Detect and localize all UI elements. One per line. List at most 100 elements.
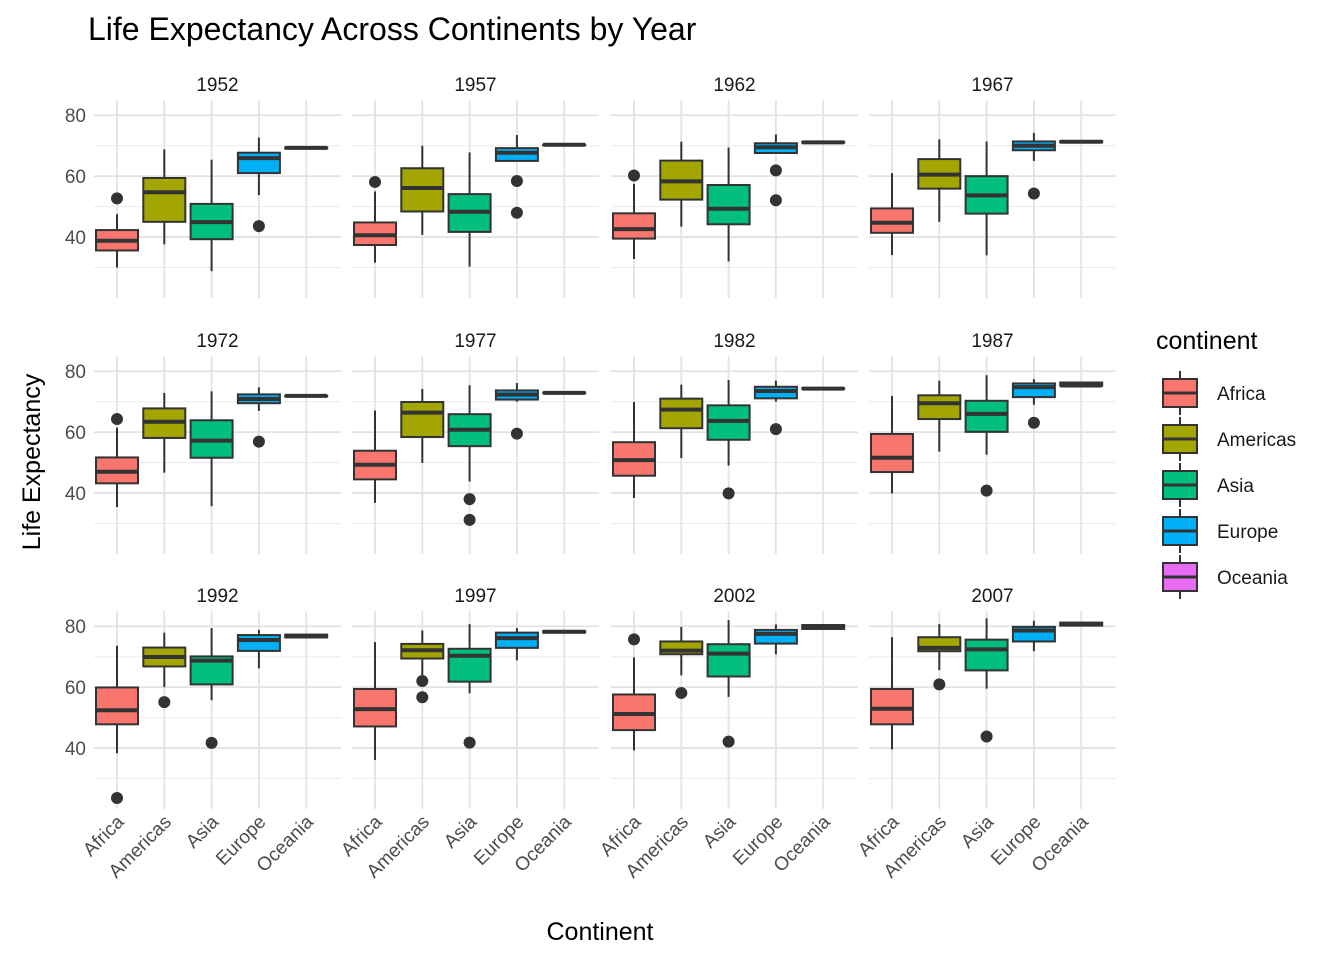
box-africa [612,401,656,498]
box-iqr [870,207,914,234]
legend-label: Europe [1217,522,1278,543]
legend: continent Africa Americas Asia Europe Oceani… [1156,327,1296,599]
y-tick-label: 80 [65,106,86,127]
box-iqr [706,643,751,678]
y-tick-label: 40 [65,228,86,249]
box-europe [753,380,798,436]
outlier-point [463,513,476,526]
box-iqr [494,631,539,649]
box-americas [400,630,445,704]
y-tick-label: 80 [65,362,86,383]
box-africa [612,633,656,751]
box-europe [753,624,798,655]
facet-panel-1972: 1972 [94,331,341,554]
legend-label: Americas [1217,430,1296,451]
legend-item-africa: Africa [1162,371,1266,415]
box-iqr [964,399,1009,433]
facet-panel-2002: 2002 [611,586,858,809]
box-americas [659,141,704,227]
outlier-point [111,413,123,426]
box-americas [142,149,187,245]
box-europe [1011,132,1056,200]
box-europe [494,628,539,661]
y-axis-title: Life Expectancy [18,373,46,550]
facet-panel-1977: 1977 [352,331,599,554]
box-asia [964,618,1009,743]
strip-label: 2002 [713,586,755,607]
y-tick-label: 80 [65,617,86,638]
outlier-point [980,484,993,497]
box-oceania [801,624,846,630]
outlier-point [933,678,946,691]
legend-item-europe: Europe [1162,509,1278,553]
box-europe [753,134,798,207]
box-americas [917,380,962,452]
box-africa [353,410,397,503]
box-africa [95,192,139,268]
box-iqr [236,151,281,175]
outlier-point [252,435,265,448]
facet-panel-1992: 1992 [94,586,341,809]
box-americas [917,139,962,222]
outlier-point [111,792,123,805]
legend-label: Oceania [1217,568,1288,589]
box-iqr [447,647,492,683]
y-tick-label: 40 [65,739,86,760]
box-iqr [400,400,445,439]
outlier-point [463,736,476,749]
box-asia [964,375,1009,497]
outlier-point [158,696,171,709]
box-africa [612,169,656,260]
box-americas [659,626,704,699]
outlier-point [252,220,265,233]
outlier-point [628,169,640,182]
box-americas [400,388,445,463]
outlier-point [510,427,523,440]
box-asia [964,141,1009,256]
box-oceania [801,140,846,145]
box-europe [236,387,281,448]
box-iqr [917,394,962,421]
box-oceania [542,629,587,634]
outlier-point [769,164,782,177]
outlier-point [1027,416,1040,429]
outlier-point [769,423,782,436]
box-iqr [142,176,187,223]
strip-label: 1997 [454,586,496,607]
box-asia [189,159,234,272]
strip-label: 1987 [971,331,1013,352]
facet-panel-1982: 1982 [611,331,858,554]
outlier-point [675,686,688,699]
facet-panel-1987: 1987 [869,331,1116,554]
outlier-point [722,735,735,748]
box-oceania [284,633,329,639]
box-africa [870,637,914,750]
outlier-point [111,192,123,205]
chart-title: Life Expectancy Across Continents by Yea… [88,11,697,47]
legend-item-oceania: Oceania [1162,555,1288,599]
facet-panel-2007: 2007 [869,586,1116,809]
box-asia [706,620,751,748]
box-iqr [870,432,914,474]
x-axis-title: Continent [546,918,653,946]
box-africa [353,175,397,263]
box-asia [447,385,492,526]
box-iqr [236,634,281,652]
box-asia [447,152,492,267]
legend-label: Africa [1217,384,1266,405]
box-oceania [542,142,587,147]
strip-label: 1972 [196,331,238,352]
strip-label: 1957 [454,75,496,96]
box-asia [447,624,492,749]
outlier-point [769,194,782,207]
facet-panel-1957: 1957 [352,75,599,298]
strip-label: 1992 [196,586,238,607]
outlier-point [510,175,523,188]
box-oceania [1059,139,1104,144]
box-iqr [659,397,704,430]
box-oceania [1059,381,1104,388]
strip-label: 2007 [971,586,1013,607]
box-americas [142,392,187,473]
y-tick-label: 60 [65,423,86,444]
box-iqr [870,687,914,726]
